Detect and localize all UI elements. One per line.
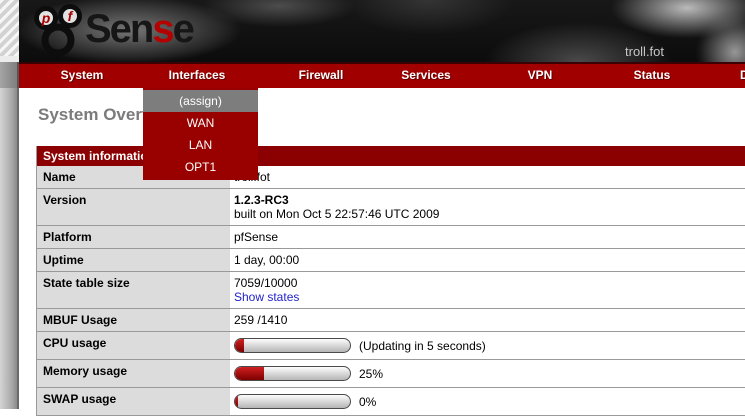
swap-usage-bar-fill [235,395,239,408]
nav-item-interfaces[interactable]: Interfaces [168,68,226,82]
table-row-cpu: CPU usage (Updating in 5 seconds) [37,332,745,360]
info-label: Version [37,189,230,225]
version-build-detail: built on Mon Oct 5 22:57:46 UTC 2009 [234,207,440,221]
info-value: 0% [230,388,745,415]
info-value: (Updating in 5 seconds) [230,332,745,359]
memory-usage-bar [234,366,351,381]
nav-item-status[interactable]: Status [633,68,671,82]
logo-word-red: s [152,7,174,51]
logo-letter-f: f [68,8,74,24]
table-row-swap: SWAP usage 0% [37,388,745,416]
table-row-state-table: State table size 7059/10000 Show states [37,272,745,309]
page-content: p f Sense troll.fot System Interfaces Fi… [19,0,745,416]
cpu-usage-note: (Updating in 5 seconds) [359,338,486,353]
interfaces-dropdown-menu: (assign) WAN LAN OPT1 [143,88,258,180]
show-states-link[interactable]: Show states [234,290,300,304]
logo-word-part2: e [172,7,195,51]
nav-item-services[interactable]: Services [401,68,451,82]
main-area: System Overview System information Name … [19,105,745,416]
cpu-usage-bar [234,338,351,353]
margin-body-band [0,88,19,409]
info-label: SWAP usage [37,388,230,415]
pfsense-logo-icon: p f [34,4,82,57]
system-information-table: System information Name troll.fot Versio… [36,146,745,416]
logo-word-part1: Sen [85,7,154,51]
nav-item-diagnostics[interactable]: Diagnostics [739,68,745,82]
nav-item-firewall[interactable]: Firewall [298,68,344,82]
memory-usage-bar-fill [235,367,264,380]
info-label: State table size [37,272,230,308]
info-label: MBUF Usage [37,309,230,331]
dropdown-item-assign[interactable]: (assign) [143,90,258,112]
table-row-uptime: Uptime 1 day, 00:00 [37,249,745,272]
info-label: Platform [37,226,230,248]
margin-gap [0,56,19,62]
table-row-version: Version 1.2.3-RC3 built on Mon Oct 5 22:… [37,189,745,226]
main-nav: System Interfaces Firewall Services VPN … [19,62,745,88]
info-value: 259 /1410 [234,313,288,327]
info-label: Memory usage [37,360,230,387]
logo-wordmark: Sense [85,1,195,57]
swap-usage-note: 0% [359,394,377,409]
info-value: pfSense [234,230,279,244]
hostname-label: troll.fot [625,44,665,59]
margin-stripes [0,0,19,56]
dropdown-item-wan[interactable]: WAN [186,116,215,130]
info-value: 1.2.3-RC3 built on Mon Oct 5 22:57:46 UT… [230,189,745,225]
nav-item-vpn[interactable]: VPN [527,68,553,82]
info-value: troll.fot [230,166,745,188]
logo-letter-p: p [41,10,51,26]
info-label: Uptime [37,249,230,271]
dropdown-item-opt1[interactable]: OPT1 [184,160,217,174]
info-label: CPU usage [37,332,230,359]
info-value: 1 day, 00:00 [234,253,300,267]
state-table-count: 7059/10000 [234,276,298,290]
table-row-memory: Memory usage 25% [37,360,745,388]
memory-usage-note: 25% [359,366,384,381]
header-banner: p f Sense troll.fot [19,0,745,62]
version-number: 1.2.3-RC3 [234,193,289,207]
margin-nav-band [0,62,19,88]
dropdown-item-lan[interactable]: LAN [188,138,213,152]
nav-item-system[interactable]: System [60,68,104,82]
info-value: 7059/10000 Show states [230,272,745,308]
table-row-platform: Platform pfSense [37,226,745,249]
page-margin [0,0,19,409]
swap-usage-bar [234,394,351,409]
info-value: 25% [230,360,745,387]
table-row-mbuf: MBUF Usage 259 /1410 [37,309,745,332]
cpu-usage-bar-fill [235,339,245,352]
pfsense-logo: p f Sense [31,1,195,61]
